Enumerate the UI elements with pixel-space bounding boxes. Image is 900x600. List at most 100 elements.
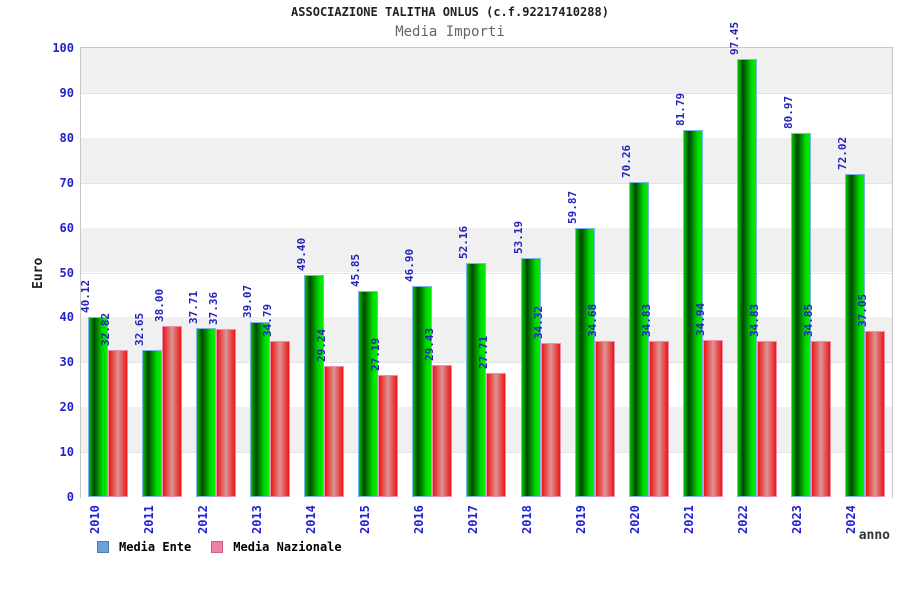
bar-media-nazionale — [378, 374, 399, 497]
bar-media-nazionale — [216, 329, 237, 497]
bar-value-label: 27.71 — [477, 335, 491, 369]
bar-media-nazionale — [864, 330, 885, 497]
bar-media-nazionale — [324, 365, 345, 497]
plot-band — [81, 182, 892, 229]
chart-subtitle: Media Importi — [395, 24, 505, 40]
bar-media-ente — [250, 321, 271, 497]
bar-value-label: 34.85 — [801, 303, 815, 337]
plot-band — [81, 48, 892, 93]
bar-value-label: 40.12 — [79, 279, 92, 313]
x-tick-label: 2019 — [574, 505, 589, 535]
bar-media-ente — [412, 286, 433, 497]
bar-media-nazionale — [594, 341, 615, 497]
bar-media-nazionale — [648, 340, 669, 497]
y-tick-label: 50 — [59, 265, 74, 280]
bar-value-label: 37.05 — [855, 293, 869, 327]
bar-value-label: 34.83 — [639, 303, 653, 337]
bar-value-label: 80.97 — [781, 96, 795, 130]
bar-media-ente — [682, 129, 703, 497]
x-tick-label: 2011 — [141, 505, 156, 535]
x-tick-label: 2022 — [736, 505, 751, 535]
legend: Media Ente Media Nazionale — [97, 540, 362, 554]
bar-media-nazionale — [162, 326, 183, 497]
y-tick-label: 20 — [59, 400, 74, 415]
x-tick-label: 2018 — [520, 505, 535, 535]
bar-value-label: 53.19 — [511, 221, 525, 255]
legend-label: Media Ente — [119, 540, 192, 554]
bar-media-ente — [790, 133, 811, 497]
plot-band — [81, 227, 892, 273]
x-tick-label: 2012 — [195, 505, 210, 535]
bar-media-nazionale — [270, 340, 291, 497]
bar-value-label: 38.00 — [153, 289, 167, 323]
legend-item-media-ente[interactable]: Media Ente — [97, 540, 191, 554]
bar-media-nazionale — [486, 372, 507, 497]
x-tick-label: 2024 — [844, 505, 859, 535]
bar-value-label: 52.16 — [457, 225, 471, 259]
bar-media-ente — [304, 275, 325, 497]
bar-media-ente — [142, 350, 163, 497]
legend-swatch-icon — [97, 541, 109, 553]
bar-media-ente — [844, 173, 865, 497]
x-tick-label: 2020 — [628, 505, 643, 535]
y-tick-label: 40 — [59, 310, 74, 325]
bar-value-label: 34.83 — [747, 303, 761, 337]
bar-value-label: 32.65 — [133, 313, 147, 347]
bar-value-label: 39.07 — [241, 284, 255, 318]
bar-value-label: 27.19 — [369, 337, 383, 371]
bar-value-label: 34.94 — [693, 302, 707, 337]
bar-value-label: 29.24 — [315, 328, 329, 362]
bar-value-label: 97.45 — [727, 22, 741, 56]
y-tick-label: 10 — [59, 445, 74, 460]
y-tick-label: 60 — [59, 220, 74, 235]
x-tick-label: 2014 — [303, 505, 318, 535]
bar-value-label: 37.36 — [207, 292, 221, 326]
plot-band — [81, 92, 892, 139]
y-tick-label: 90 — [59, 85, 74, 100]
bar-value-label: 34.32 — [531, 305, 545, 339]
bar-value-label: 37.71 — [187, 290, 201, 324]
bar-media-ente — [466, 262, 487, 497]
x-tick-label: 2015 — [357, 505, 372, 535]
bar-value-label: 34.68 — [585, 304, 599, 338]
legend-label: Media Nazionale — [233, 540, 342, 554]
x-tick-label: 2023 — [790, 505, 805, 535]
y-tick-label: 80 — [59, 130, 74, 145]
bar-value-label: 46.90 — [403, 249, 417, 283]
bar-value-label: 70.26 — [619, 144, 633, 178]
bar-value-label: 49.40 — [295, 238, 309, 272]
page-title: ASSOCIAZIONE TALITHA ONLUS (c.f.92217410… — [291, 5, 609, 19]
bar-value-label: 32.82 — [99, 312, 112, 346]
x-tick-label: 2021 — [682, 505, 697, 535]
bar-value-label: 59.87 — [565, 191, 579, 225]
x-tick-label: 2010 — [87, 505, 102, 535]
bar-media-ente — [628, 181, 649, 497]
bar-value-label: 45.85 — [349, 254, 363, 288]
legend-item-media-nazionale[interactable]: Media Nazionale — [211, 540, 342, 554]
y-tick-label: 30 — [59, 355, 74, 370]
x-tick-label: 2013 — [249, 505, 264, 535]
bar-value-label: 29.43 — [423, 327, 437, 361]
x-tick-label: 2016 — [411, 505, 426, 535]
bar-media-ente — [520, 258, 541, 497]
bar-value-label: 72.02 — [835, 136, 849, 170]
bar-media-nazionale — [432, 364, 453, 497]
bar-media-nazionale — [810, 340, 831, 497]
bar-media-nazionale — [540, 342, 561, 497]
bar-value-label: 81.79 — [673, 92, 687, 126]
y-tick-label: 100 — [52, 41, 74, 55]
x-axis-title: anno — [858, 528, 890, 543]
plot-band — [81, 272, 892, 319]
bar-media-ente — [88, 316, 108, 497]
bar-media-ente — [358, 291, 379, 497]
plot-band — [81, 137, 892, 183]
plot-area — [80, 47, 893, 498]
bar-media-ente — [574, 228, 595, 497]
bar-media-ente — [736, 59, 757, 497]
bar-media-nazionale — [702, 340, 723, 497]
legend-swatch-icon — [211, 541, 224, 553]
y-tick-label: 0 — [66, 490, 74, 504]
bar-media-ente — [196, 327, 217, 497]
x-tick-label: 2017 — [466, 505, 480, 535]
